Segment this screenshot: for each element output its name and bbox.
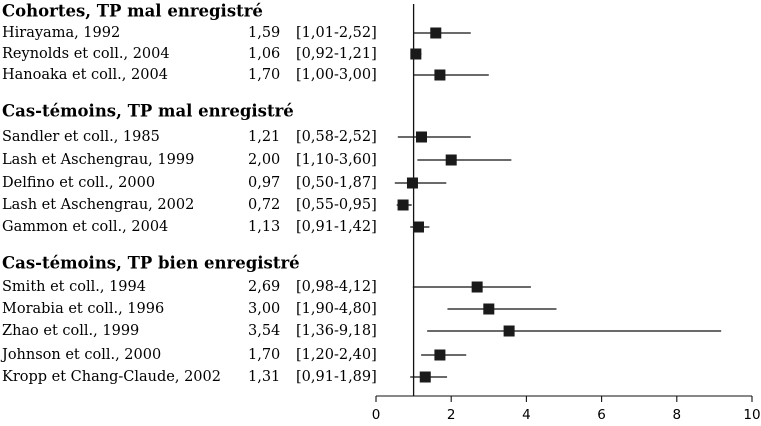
study-ci-text: [0,91-1,89]: [296, 369, 377, 385]
study-estimate-text: 2,69: [248, 279, 280, 295]
study-estimate-text: 1,70: [248, 347, 280, 363]
estimate-marker: [434, 69, 446, 81]
estimate-marker: [415, 131, 427, 143]
x-tick-label: 10: [743, 407, 760, 423]
study-label: Hirayama, 1992: [2, 25, 120, 41]
study-estimate-text: 1,70: [248, 67, 280, 83]
study-label: Morabia et coll., 1996: [2, 301, 164, 317]
estimate-marker: [406, 177, 418, 189]
group-title: Cas-témoins, TP mal enregistré: [2, 102, 294, 121]
estimate-marker: [471, 281, 483, 293]
study-ci-text: [0,98-4,12]: [296, 279, 377, 295]
study-estimate-text: 1,06: [248, 46, 280, 62]
study-label: Johnson et coll., 2000: [0, 347, 161, 363]
study-estimate-text: 0,72: [248, 197, 280, 213]
estimate-marker: [419, 371, 431, 383]
study-label: Zhao et coll., 1999: [2, 323, 139, 339]
estimate-marker: [503, 325, 515, 337]
study-estimate-text: 2,00: [248, 152, 280, 168]
estimate-marker: [445, 154, 457, 166]
estimate-marker: [430, 27, 442, 39]
study-ci-text: [1,90-4,80]: [296, 301, 377, 317]
study-label: Hanoaka et coll., 2004: [2, 67, 168, 83]
study-ci-text: [0,50-1,87]: [296, 175, 377, 191]
study-ci-text: [1,20-2,40]: [296, 347, 377, 363]
estimate-marker: [483, 303, 495, 315]
study-ci-text: [0,92-1,21]: [296, 46, 377, 62]
study-label: Smith et coll., 1994: [2, 279, 146, 295]
study-ci-text: [1,01-2,52]: [296, 25, 377, 41]
study-label: Reynolds et coll., 2004: [2, 46, 170, 62]
group-title: Cas-témoins, TP bien enregistré: [2, 254, 300, 273]
study-ci-text: [1,36-9,18]: [296, 323, 377, 339]
study-estimate-text: 3,00: [248, 301, 280, 317]
study-label: Lash et Aschengrau, 2002: [2, 197, 194, 213]
study-ci-text: [1,00-3,00]: [296, 67, 377, 83]
estimate-marker: [410, 48, 422, 60]
study-label: Gammon et coll., 2004: [2, 219, 168, 235]
x-tick-label: 0: [372, 407, 381, 423]
study-ci-text: [0,58-2,52]: [296, 129, 377, 145]
estimate-marker: [434, 349, 446, 361]
study-ci-text: [0,55-0,95]: [296, 197, 377, 213]
estimate-marker: [397, 199, 409, 211]
study-ci-text: [1,10-3,60]: [296, 152, 377, 168]
study-label: Sandler et coll., 1985: [2, 129, 160, 145]
study-estimate-text: 1,13: [248, 219, 280, 235]
study-estimate-text: 1,31: [248, 369, 280, 385]
study-ci-text: [0,91-1,42]: [296, 219, 377, 235]
study-label: Lash et Aschengrau, 1999: [2, 152, 194, 168]
study-estimate-text: 3,54: [248, 323, 280, 339]
estimate-marker: [412, 221, 424, 233]
x-tick-label: 2: [447, 407, 456, 423]
study-estimate-text: 1,59: [248, 25, 280, 41]
x-tick-label: 4: [522, 407, 531, 423]
x-tick-label: 6: [597, 407, 606, 423]
group-title: Cohortes, TP mal enregistré: [2, 2, 263, 21]
study-estimate-text: 0,97: [248, 175, 280, 191]
study-label: Delfino et coll., 2000: [2, 175, 155, 191]
study-estimate-text: 1,21: [248, 129, 280, 145]
study-label: Kropp et Chang-Claude, 2002: [2, 369, 221, 385]
x-tick-label: 8: [673, 407, 682, 423]
